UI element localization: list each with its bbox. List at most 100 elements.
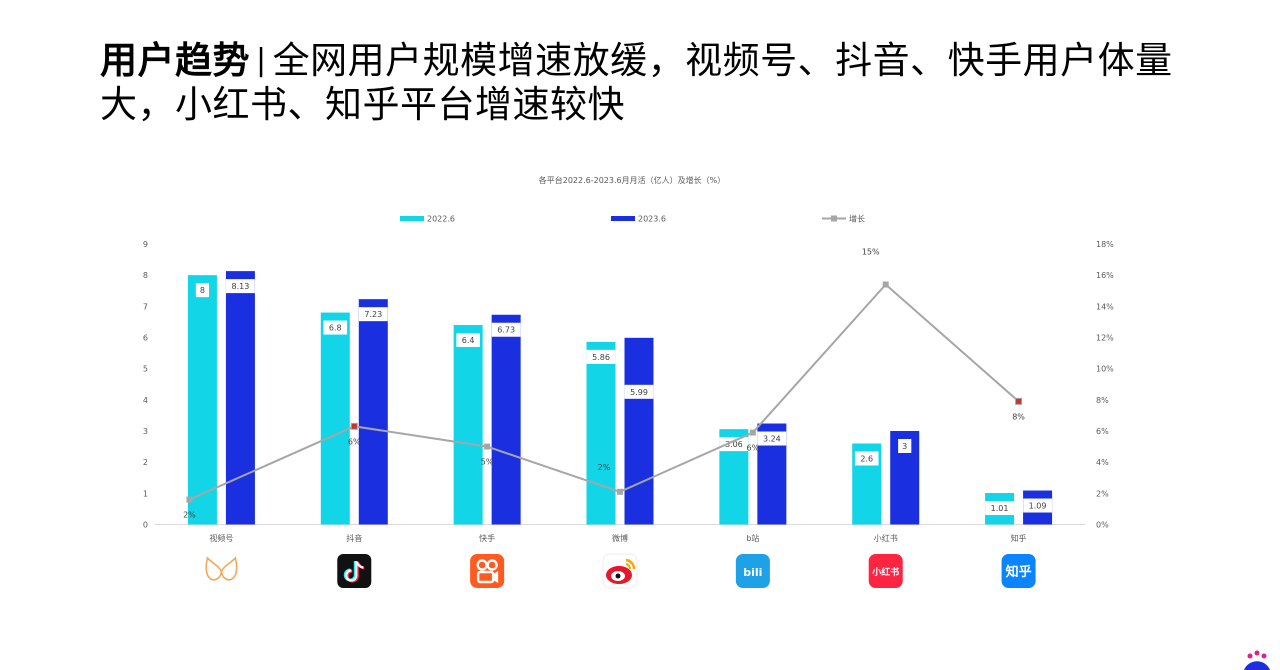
bar xyxy=(586,341,616,525)
headline-text: 全网用户规模增速放缓，视频号、抖音、快手用户体量大，小红书、知乎平台增速较快 xyxy=(100,39,1173,126)
bar-label-text: 5.86 xyxy=(592,353,610,362)
growth-point xyxy=(186,496,193,503)
brand-logo-icon xyxy=(1244,650,1270,670)
chart-growth-line: 2% 6% 5% 2% 6% 15% 8% xyxy=(183,248,1025,520)
growth-point xyxy=(484,443,491,450)
y-right-tick-label: 4% xyxy=(1096,458,1109,467)
growth-point xyxy=(1015,397,1023,405)
y-left-tick-label: 1 xyxy=(143,489,148,498)
bar-data-label: 6.73 xyxy=(491,322,521,337)
bar-label-text: 8 xyxy=(200,286,205,295)
svg-text:知乎: 知乎 xyxy=(1006,564,1032,580)
headline-separator: | xyxy=(256,43,267,78)
bar-label-text: 3.24 xyxy=(763,435,781,444)
y-right-tick-label: 8% xyxy=(1096,396,1109,405)
bar-data-label: 1.01 xyxy=(985,501,1014,516)
bar-label-box xyxy=(358,307,388,322)
bar xyxy=(358,299,388,525)
legend-label: 2022.6 xyxy=(427,215,455,224)
bar-data-label: 1.09 xyxy=(1023,498,1052,513)
y-left-tick-label: 0 xyxy=(143,521,148,530)
bar-data-label: 8 xyxy=(195,283,210,298)
x-tick-label: 快手 xyxy=(479,533,495,543)
bar xyxy=(624,337,654,525)
bar-data-label: 3.06 xyxy=(719,437,749,452)
growth-label: 8% xyxy=(1012,412,1025,421)
y-left-tick-label: 5 xyxy=(143,365,148,374)
x-tick-label: 视频号 xyxy=(209,533,233,543)
bar-label-text: 2.6 xyxy=(860,454,873,463)
growth-label: 2% xyxy=(183,511,196,520)
x-tick-label: 抖音 xyxy=(346,533,362,543)
chart-axes: 0 1 2 3 4 5 6 7 8 9 0% 2% 4% 6% 8% 10% 12% 14% 16% 18% 视频号 抖音… xyxy=(143,240,1114,543)
x-tick-label: 微博 xyxy=(612,533,628,543)
growth-point xyxy=(617,488,623,495)
bar-label-box xyxy=(854,451,879,466)
y-left-tick-label: 7 xyxy=(143,302,148,311)
chart-bars: 8 6.8 6.4 5.86 3.06 2.6 1.01 8.13 7.23 6.73 5.99 3.… xyxy=(187,271,1053,525)
y-left-tick-label: 6 xyxy=(143,334,148,343)
bar-label-text: 6.73 xyxy=(497,326,515,335)
bar-label-box xyxy=(1023,498,1052,513)
y-left-tick-label: 8 xyxy=(143,271,148,280)
growth-point xyxy=(350,422,358,430)
x-tick-label: b站 xyxy=(746,533,759,543)
bar xyxy=(491,314,521,525)
growth-label: 2% xyxy=(598,463,611,472)
kuaishou-icon xyxy=(470,554,505,588)
y-right-tick-label: 18% xyxy=(1096,240,1114,249)
y-right-tick-label: 2% xyxy=(1096,489,1109,498)
bar-label-box xyxy=(985,501,1014,516)
legend-item: 2022.6 xyxy=(400,215,455,224)
bar-data-label: 3 xyxy=(898,439,912,453)
bar-label-box xyxy=(719,437,749,452)
weibo-icon xyxy=(602,553,638,589)
bar-data-label: 5.99 xyxy=(624,384,654,399)
y-right-tick-label: 16% xyxy=(1096,271,1114,280)
bar-label-text: 3.06 xyxy=(725,440,743,449)
bar-data-label: 2.6 xyxy=(854,451,879,466)
svg-text:小红书: 小红书 xyxy=(871,566,899,578)
bar-label-box xyxy=(491,322,521,337)
legend-item: 2023.6 xyxy=(611,215,666,224)
bar-label-box xyxy=(323,320,348,335)
bar-label-text: 1.09 xyxy=(1029,502,1047,511)
y-right-tick-label: 12% xyxy=(1096,334,1114,343)
svg-text:bili: bili xyxy=(743,566,762,579)
growth-point xyxy=(882,281,889,288)
x-tick-label: 小红书 xyxy=(874,533,898,543)
legend-label: 增长 xyxy=(849,214,865,224)
douyin-icon xyxy=(337,554,372,588)
growth-label: 6% xyxy=(747,444,760,453)
x-tick-label: 知乎 xyxy=(1011,533,1027,543)
bar-label-box xyxy=(898,439,912,453)
y-right-tick-label: 6% xyxy=(1096,427,1109,436)
bar-label-box xyxy=(195,283,210,298)
y-right-tick-label: 0% xyxy=(1096,521,1109,530)
growth-label: 5% xyxy=(481,458,494,467)
bar-label-text: 6.4 xyxy=(462,336,475,345)
xiaohongshu-icon: 小红书 xyxy=(868,554,903,588)
page-headline: 用户趋势 | 全网用户规模增速放缓，视频号、抖音、快手用户体量大，小红书、知乎平台增… xyxy=(100,40,1210,125)
bar-data-label: 5.86 xyxy=(586,349,616,364)
y-left-tick-label: 3 xyxy=(143,427,148,436)
bar-data-label: 8.13 xyxy=(226,279,255,294)
zhihu-icon: 知乎 xyxy=(1001,554,1036,588)
y-right-tick-label: 10% xyxy=(1096,365,1114,374)
wechat-channels-icon xyxy=(205,556,238,581)
bar-label-box xyxy=(586,349,616,364)
y-left-tick-label: 2 xyxy=(143,458,148,467)
bar xyxy=(453,325,483,525)
bar-label-text: 8.13 xyxy=(232,282,250,291)
bar-label-box xyxy=(624,384,654,399)
legend-swatch xyxy=(611,216,635,221)
bar xyxy=(320,312,350,525)
bar-data-label: 6.8 xyxy=(323,320,348,335)
bilibili-icon: bili xyxy=(735,554,770,588)
legend-marker xyxy=(831,215,837,222)
bar xyxy=(225,271,255,525)
bar-label-text: 7.23 xyxy=(364,310,382,319)
bar-label-text: 6.8 xyxy=(329,324,342,333)
legend-item: 增长 xyxy=(822,214,865,224)
